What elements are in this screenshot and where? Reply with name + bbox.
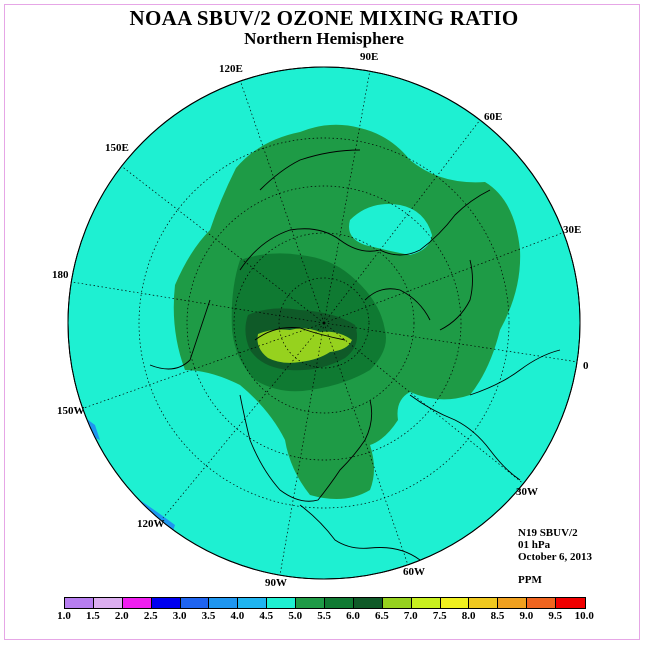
color-scale-tick: 2.5 bbox=[143, 610, 158, 622]
instrument-label: N19 SBUV/2 bbox=[518, 527, 578, 539]
lon-label-90e: 90E bbox=[360, 51, 379, 63]
meridian-grid bbox=[71, 69, 579, 576]
lon-label-120e: 120E bbox=[219, 63, 243, 75]
color-swatch bbox=[180, 598, 210, 608]
color-scale-tick: 5.5 bbox=[317, 610, 331, 622]
color-swatch bbox=[65, 598, 94, 608]
color-swatch bbox=[498, 598, 528, 608]
color-scale-tick: 7.0 bbox=[403, 610, 418, 622]
latitude-grid bbox=[138, 137, 510, 509]
plot-frame bbox=[4, 4, 640, 640]
color-scale-bar bbox=[64, 597, 587, 609]
color-scale-tick: 6.5 bbox=[375, 610, 389, 622]
lon-label-0: 0 bbox=[583, 360, 589, 372]
lon-label-60e: 60E bbox=[484, 111, 503, 123]
color-scale-tick: 3.5 bbox=[201, 610, 216, 622]
lon-label-30w: 30W bbox=[516, 486, 538, 498]
color-scale-tick: 9.0 bbox=[519, 610, 534, 622]
color-scale-tick: 4.5 bbox=[259, 610, 274, 622]
color-scale-tick: 1.5 bbox=[86, 610, 100, 622]
chart-title: NOAA SBUV/2 OZONE MIXING RATIO bbox=[129, 6, 519, 30]
pressure-level-label: 01 hPa bbox=[518, 539, 551, 551]
color-swatch bbox=[440, 598, 470, 608]
color-scale-tick: 8.0 bbox=[461, 610, 476, 622]
color-swatch bbox=[93, 598, 123, 608]
color-swatch bbox=[556, 598, 586, 608]
color-swatch bbox=[527, 598, 557, 608]
date-label: October 6, 2013 bbox=[518, 551, 593, 563]
lon-label-150w: 150W bbox=[57, 405, 85, 417]
color-scale-tick: 3.0 bbox=[172, 610, 187, 622]
color-scale-tick: 1.0 bbox=[57, 610, 71, 622]
lon-label-90w: 90W bbox=[265, 577, 287, 589]
lon-label-30e: 30E bbox=[563, 224, 582, 236]
color-scale-tick: 7.5 bbox=[432, 610, 447, 622]
color-swatch bbox=[122, 598, 152, 608]
color-swatch bbox=[353, 598, 383, 608]
contour-6-5 bbox=[257, 328, 352, 363]
color-swatch bbox=[296, 598, 326, 608]
color-swatch bbox=[411, 598, 441, 608]
color-scale-tick: 4.0 bbox=[230, 610, 245, 622]
chart-subtitle: Northern Hemisphere bbox=[244, 29, 404, 48]
color-scale-tick: 10.0 bbox=[574, 610, 594, 622]
color-scale-tick: 8.5 bbox=[490, 610, 505, 622]
color-swatch bbox=[151, 598, 181, 608]
color-scale-tick: 6.0 bbox=[346, 610, 360, 622]
color-swatch bbox=[267, 598, 297, 608]
lon-label-60w: 60W bbox=[403, 566, 425, 578]
lon-label-120w: 120W bbox=[137, 518, 165, 530]
coastlines bbox=[149, 149, 561, 561]
color-swatch bbox=[382, 598, 412, 608]
lon-label-180: 180 bbox=[52, 269, 69, 281]
color-swatch bbox=[325, 598, 354, 608]
color-scale-tick: 2.0 bbox=[114, 610, 129, 622]
product-info: N19 SBUV/2 01 hPa October 6, 2013 bbox=[518, 527, 592, 563]
color-scale-tick: 5.0 bbox=[288, 610, 303, 622]
color-swatch bbox=[238, 598, 268, 608]
color-swatch bbox=[209, 598, 239, 608]
lon-label-150e: 150E bbox=[105, 142, 129, 154]
color-swatch bbox=[469, 598, 499, 608]
color-scale-tick: 9.5 bbox=[548, 610, 563, 622]
units-label: PPM bbox=[518, 574, 542, 586]
